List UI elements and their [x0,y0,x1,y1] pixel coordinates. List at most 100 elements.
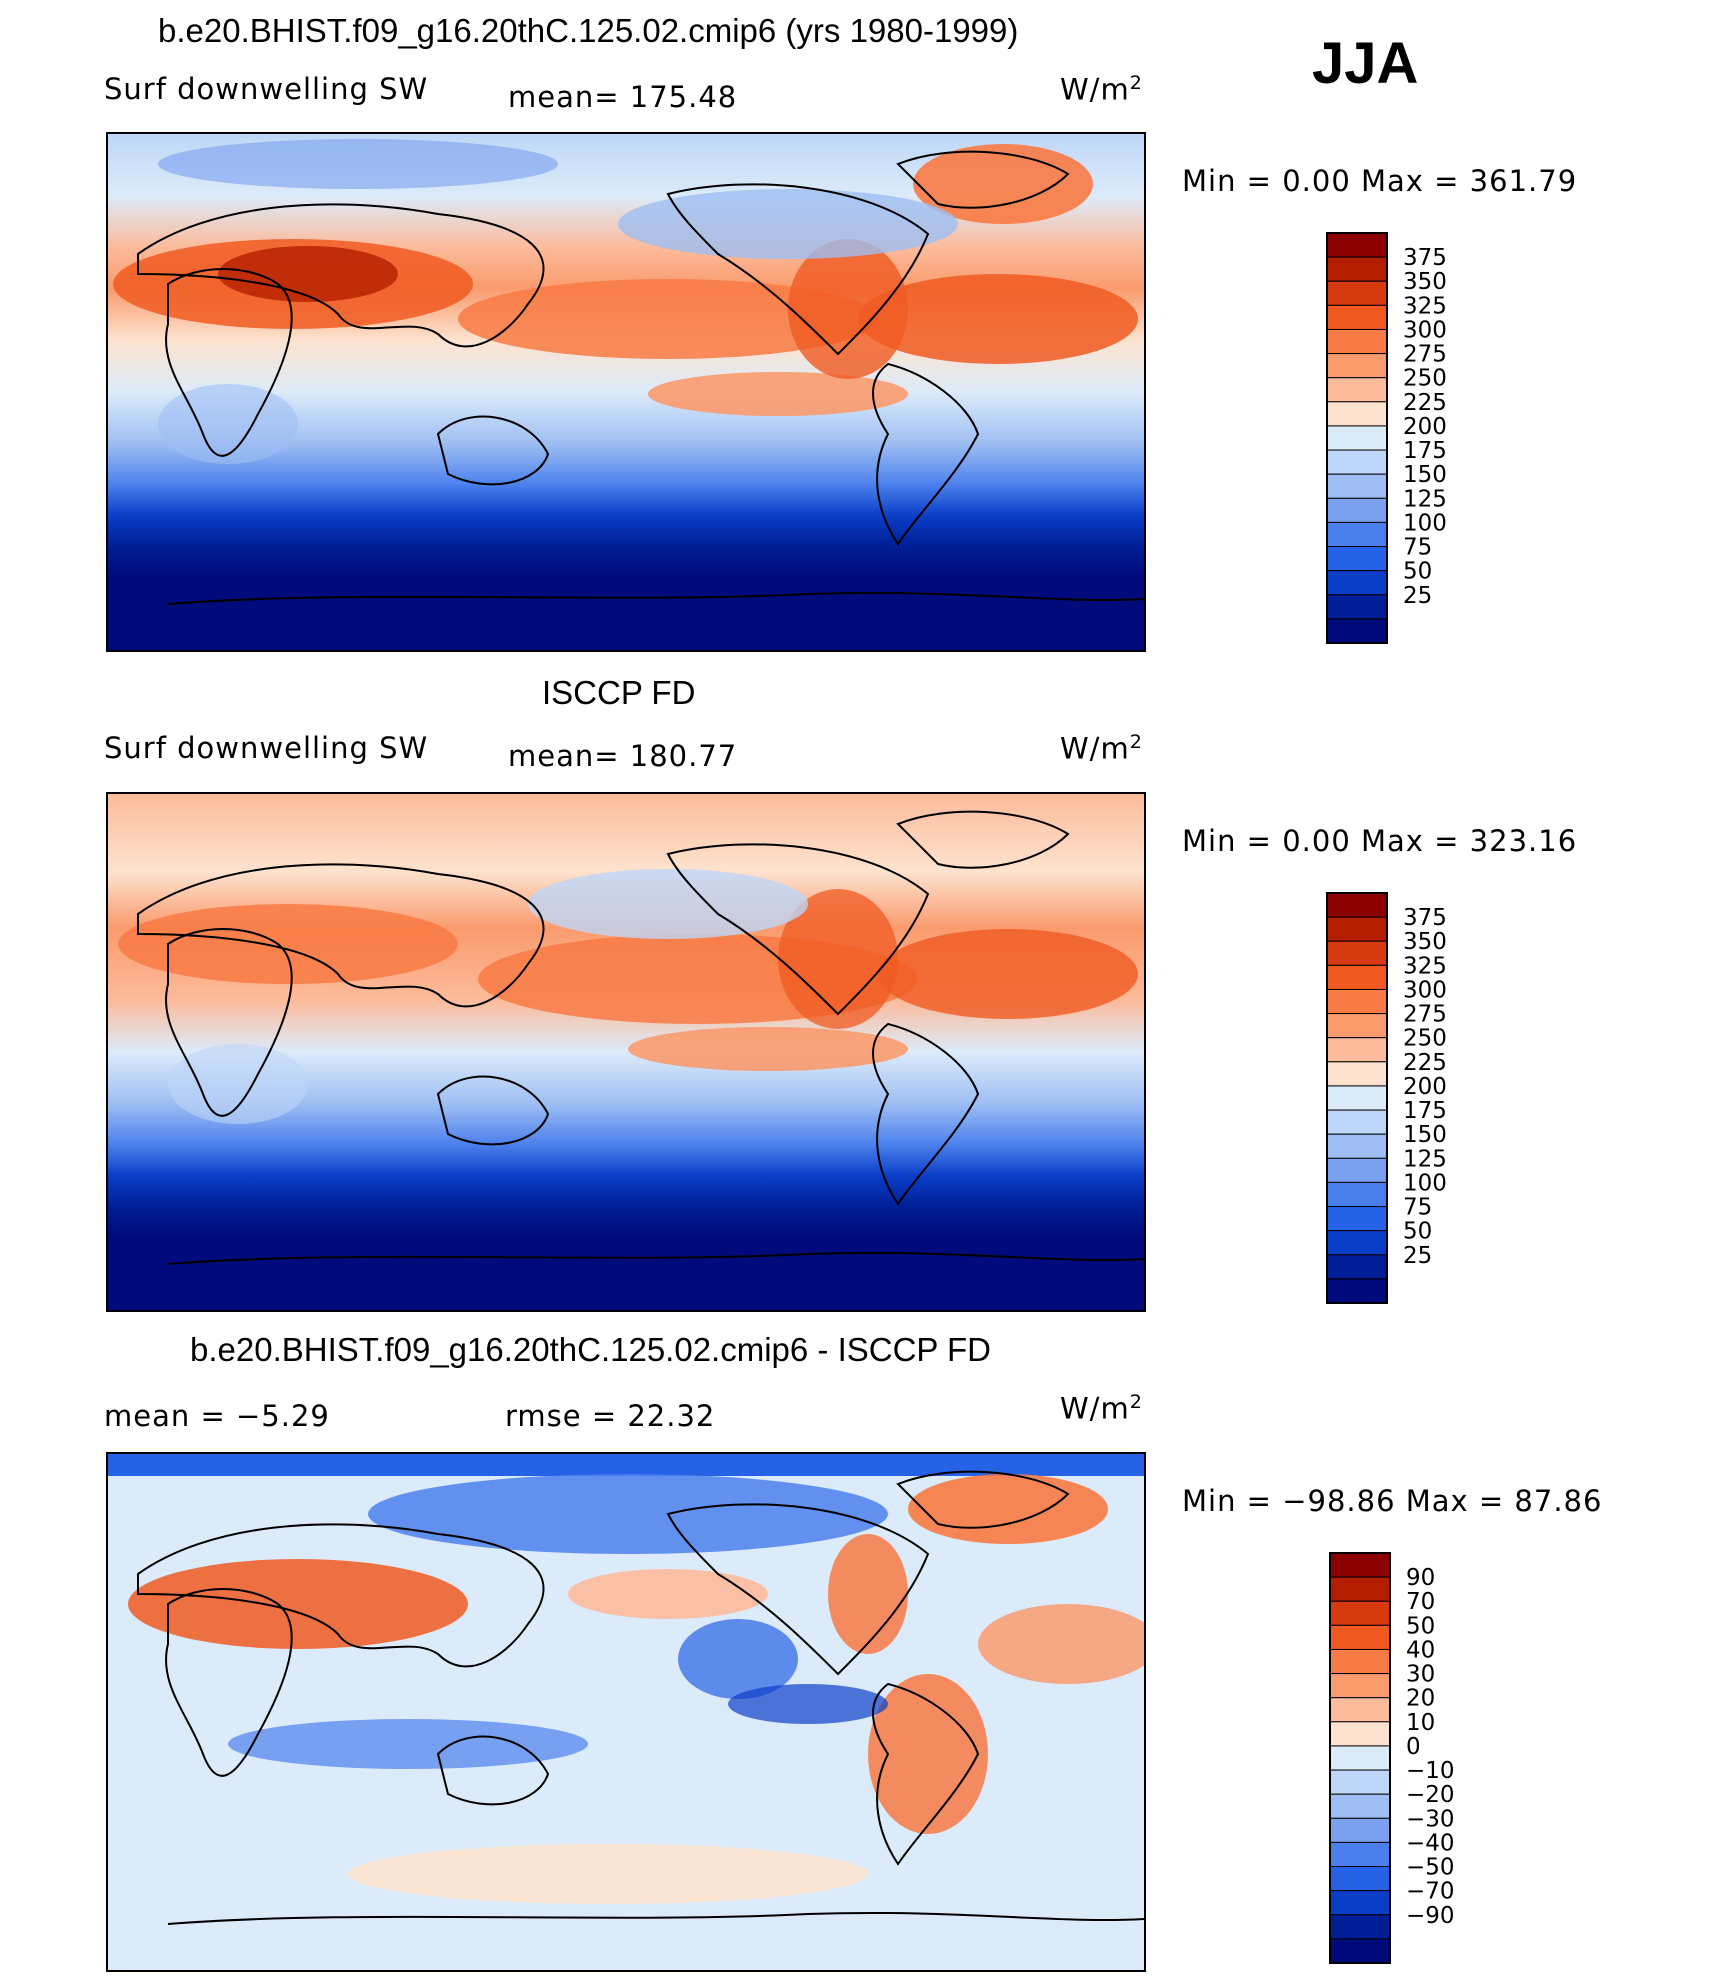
panel-diff-minmax: Min = −98.86 Max = 87.86 [1182,1484,1603,1518]
colorbar-model-swatch [1326,280,1388,306]
colorbar-diff-tick-label: 90 [1406,1565,1435,1591]
colorbar-obs-tick-label: 200 [1403,1074,1447,1100]
colorbar-obs-swatch [1326,916,1388,942]
colorbar-obs-tick-label: 50 [1403,1219,1432,1245]
panel-diff-map [106,1452,1146,1972]
colorbar-obs-swatch [1326,1109,1388,1135]
colorbar-diff-swatch [1329,1817,1391,1843]
colorbar-diff-swatch [1329,1938,1391,1964]
colorbar-diff-tick-label: −50 [1406,1855,1455,1881]
panel-model-minmax: Min = 0.00 Max = 361.79 [1182,164,1578,198]
colorbar-diff-tick-label: 10 [1406,1710,1435,1736]
colorbar-model-tick-label: 100 [1403,510,1447,536]
colorbar-model-tick-label: 350 [1403,269,1447,295]
colorbar-model-tick-label: 375 [1403,245,1447,271]
panel-diff-mean-label: mean = −5.29 [104,1399,330,1433]
colorbar-model-swatch [1326,425,1388,451]
panel-obs-units: W/m2 [1060,731,1143,766]
panel-model-mean-label: mean= 175.48 [508,80,738,114]
colorbar-model-tick-label: 125 [1403,486,1447,512]
colorbar-model-tick-label: 50 [1403,559,1432,585]
colorbar-obs-tick-label: 275 [1403,1002,1447,1028]
colorbar-model-swatch [1326,594,1388,620]
colorbar-model-tick-label: 325 [1403,293,1447,319]
colorbar-model-swatch [1326,304,1388,330]
colorbar-model-tick-label: 225 [1403,390,1447,416]
colorbar-diff-swatch [1329,1673,1391,1699]
colorbar-obs-tick-label: 250 [1403,1026,1447,1052]
panel-obs-map-svg [108,794,1144,1310]
colorbar-diff-tick-label: 50 [1406,1613,1435,1639]
colorbar-model-tick-label: 175 [1403,438,1447,464]
colorbar-model-swatch [1326,377,1388,403]
panel-obs-minmax: Min = 0.00 Max = 323.16 [1182,824,1578,858]
colorbar-obs-swatch [1326,940,1388,966]
panel-diff-map-svg [108,1454,1144,1970]
colorbar-obs-tick-label: 225 [1403,1050,1447,1076]
colorbar-diff-swatch [1329,1890,1391,1916]
colorbar-model-tick-label: 300 [1403,317,1447,343]
colorbar-diff-tick-label: −30 [1406,1806,1455,1832]
panel-diff-rmse-label: rmse = 22.32 [505,1399,716,1433]
colorbar-diff-tick-label: 70 [1406,1589,1435,1615]
colorbar-model-tick-label: 200 [1403,414,1447,440]
panel-diff-title: b.e20.BHIST.f09_g16.20thC.125.02.cmip6 -… [190,1331,991,1368]
colorbar-diff-tick-label: −10 [1406,1758,1455,1784]
colorbar-model-swatch [1326,353,1388,379]
colorbar-obs-swatch [1326,1013,1388,1039]
colorbar-diff-swatch [1329,1576,1391,1602]
colorbar-diff-swatch [1329,1648,1391,1675]
colorbar-obs-tick-label: 125 [1403,1146,1447,1172]
colorbar-diff-swatch [1329,1552,1391,1578]
colorbar-diff-swatch [1329,1841,1391,1868]
colorbar-diff-tick-label: 30 [1406,1662,1435,1688]
colorbar-diff-tick-label: −40 [1406,1830,1455,1856]
panel-diff-units: W/m2 [1060,1391,1143,1426]
colorbar-diff-tick-label: −20 [1406,1782,1455,1808]
colorbar-diff-swatch [1329,1866,1391,1892]
colorbar-obs-tick-label: 175 [1403,1098,1447,1124]
colorbar-obs-swatch [1326,1061,1388,1087]
colorbar-diff-tick-label: 0 [1406,1734,1421,1760]
colorbar-diff-swatch [1329,1793,1391,1819]
colorbar-model-swatch [1326,232,1388,258]
season-label: JJA [1312,31,1419,96]
colorbar-obs-swatch [1326,1254,1388,1280]
panel-obs-title: ISCCP FD [542,674,696,711]
colorbar-diff-swatch [1329,1697,1391,1723]
colorbar-model-tick-label: 25 [1403,583,1432,609]
colorbar-model-tick-label: 75 [1403,535,1432,561]
colorbar-model-swatch [1326,473,1388,499]
colorbar-model-swatch [1326,521,1388,548]
colorbar-diff-swatch [1329,1769,1391,1795]
colorbar-obs-swatch [1326,1157,1388,1183]
colorbar-obs-tick-label: 75 [1403,1195,1432,1221]
colorbar-diff-tick-label: −90 [1406,1903,1455,1929]
colorbar-obs-frame [1326,892,1388,1304]
colorbar-obs-swatch [1326,1133,1388,1159]
colorbar-diff-tick-label: −70 [1406,1879,1455,1905]
colorbar-obs-tick-label: 325 [1403,953,1447,979]
panel-obs-variable-label: Surf downwelling SW [104,731,429,765]
colorbar-obs-tick-label: 150 [1403,1122,1447,1148]
colorbar-obs-tick-label: 100 [1403,1170,1447,1196]
colorbar-obs-swatch [1326,1206,1388,1232]
colorbar-obs-tick-label: 350 [1403,929,1447,955]
colorbar-diff-swatch [1329,1600,1391,1626]
colorbar-model-tick-label: 150 [1403,462,1447,488]
colorbar-diff-tick-label: 40 [1406,1637,1435,1663]
colorbar-obs-swatch [1326,1037,1388,1063]
colorbar-obs-tick-label: 300 [1403,977,1447,1003]
colorbar-diff-frame [1329,1552,1391,1964]
colorbar-diff-swatch [1329,1624,1391,1650]
colorbar-diff-tick-label: 20 [1406,1686,1435,1712]
colorbar-obs-tick-label: 25 [1403,1243,1432,1269]
panel-model-variable-label: Surf downwelling SW [104,72,429,106]
colorbar-obs-swatch [1326,1230,1388,1256]
colorbar-model-swatch [1326,256,1388,282]
panel-obs-map [106,792,1146,1312]
colorbar-obs-swatch [1326,1278,1388,1304]
panel-model-units: W/m2 [1060,72,1143,107]
colorbar-obs-swatch [1326,964,1388,990]
panel-model-title: b.e20.BHIST.f09_g16.20thC.125.02.cmip6 (… [158,12,1019,49]
